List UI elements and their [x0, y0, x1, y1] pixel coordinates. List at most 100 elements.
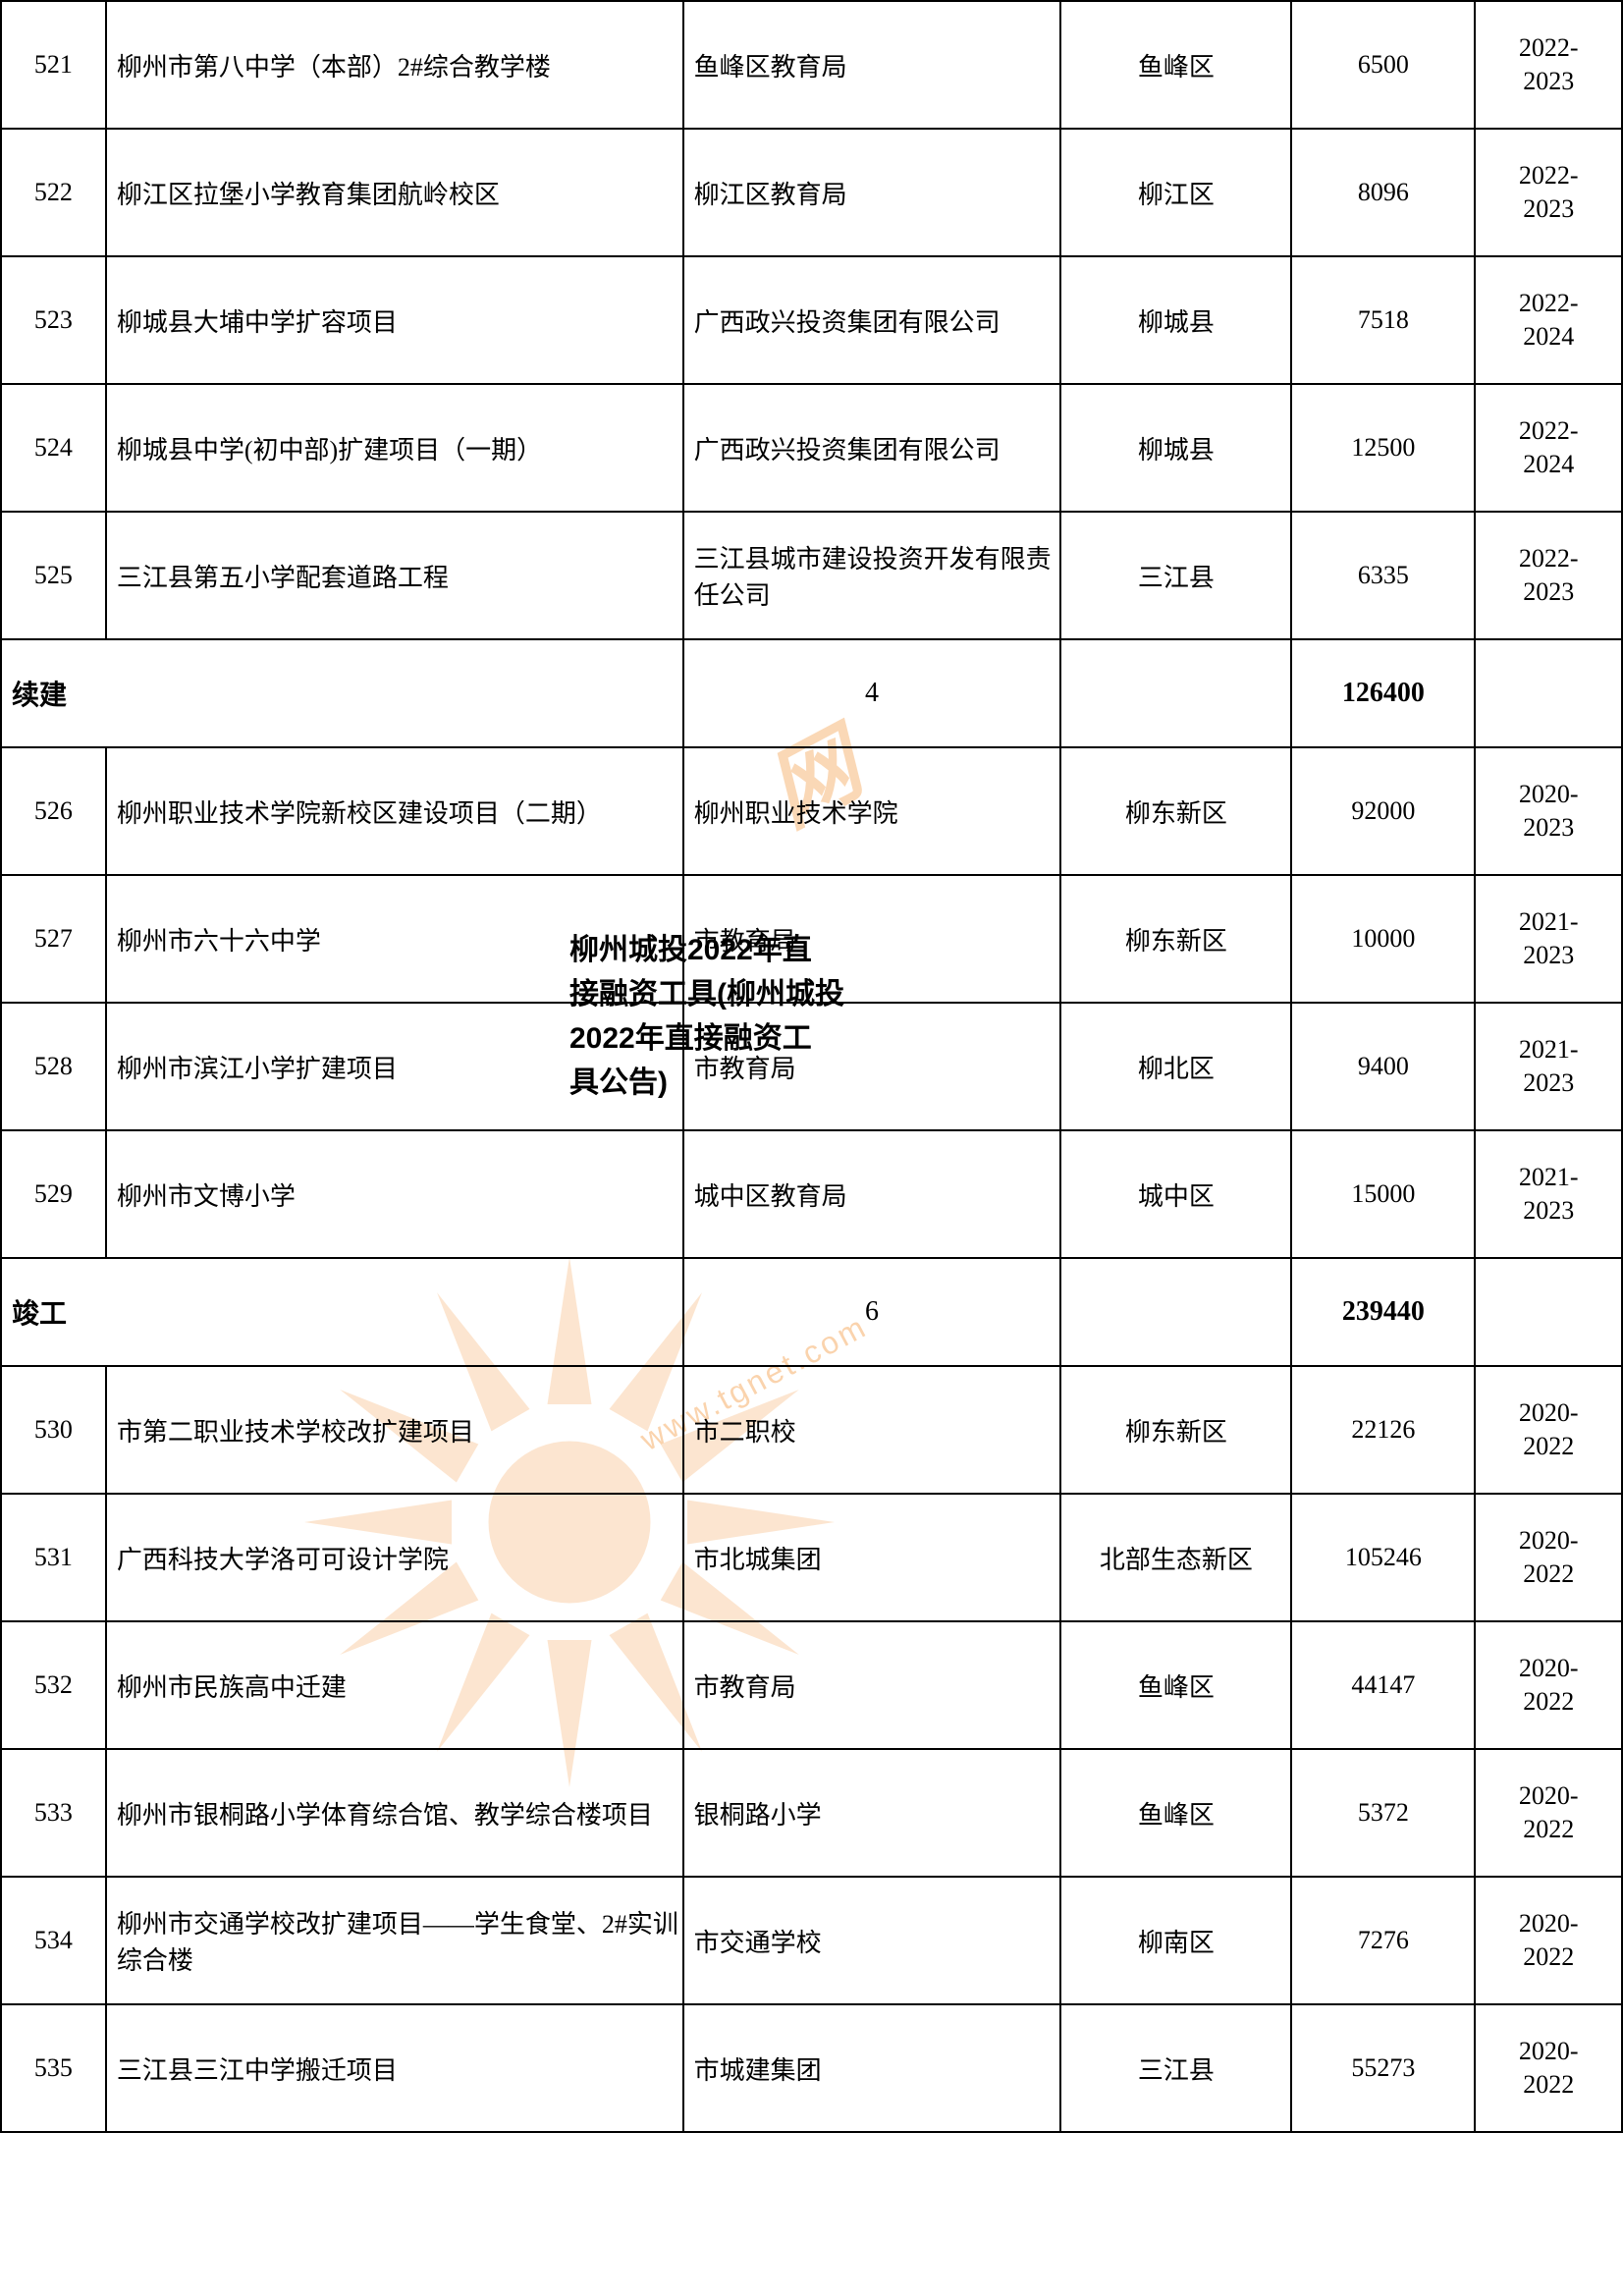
- table-row: 525 三江县第五小学配套道路工程 三江县城市建设投资开发有限责任公司 三江县 …: [1, 512, 1622, 639]
- cell-name: 柳江区拉堡小学教育集团航岭校区: [106, 129, 683, 256]
- cell-name: 柳州市第八中学（本部）2#综合教学楼: [106, 1, 683, 129]
- cell-num: 522: [1, 129, 106, 256]
- cell-num: 521: [1, 1, 106, 129]
- cell-amount: 22126: [1291, 1366, 1475, 1494]
- cell-owner: 市交通学校: [683, 1877, 1061, 2004]
- cell-num: 525: [1, 512, 106, 639]
- cell-name: 柳州市银桐路小学体育综合馆、教学综合楼项目: [106, 1749, 683, 1877]
- summary-empty: [1475, 639, 1622, 747]
- table-row: 522 柳江区拉堡小学教育集团航岭校区 柳江区教育局 柳江区 8096 2022…: [1, 129, 1622, 256]
- cell-owner: 鱼峰区教育局: [683, 1, 1061, 129]
- cell-owner: 城中区教育局: [683, 1130, 1061, 1258]
- overlay-l1: 柳州城投2022年直: [569, 934, 812, 966]
- overlay-l2: 接融资工具(柳州城投: [569, 978, 844, 1011]
- cell-region: 三江县: [1060, 512, 1291, 639]
- cell-num: 534: [1, 1877, 106, 2004]
- cell-num: 523: [1, 256, 106, 384]
- cell-amount: 105246: [1291, 1494, 1475, 1621]
- cell-region: 北部生态新区: [1060, 1494, 1291, 1621]
- summary-empty: [1060, 639, 1291, 747]
- cell-num: 532: [1, 1621, 106, 1749]
- table-row: 竣工 6 239440: [1, 1258, 1622, 1366]
- cell-amount: 92000: [1291, 747, 1475, 875]
- cell-region: 柳东新区: [1060, 875, 1291, 1003]
- cell-period: 2020-2022: [1475, 1621, 1622, 1749]
- cell-period: 2021-2023: [1475, 1130, 1622, 1258]
- cell-period: 2022-2023: [1475, 129, 1622, 256]
- cell-region: 鱼峰区: [1060, 1621, 1291, 1749]
- cell-period: 2021-2023: [1475, 1003, 1622, 1130]
- summary-empty: [1060, 1258, 1291, 1366]
- cell-owner: 市二职校: [683, 1366, 1061, 1494]
- cell-period: 2022-2023: [1475, 1, 1622, 129]
- table-row: 535 三江县三江中学搬迁项目 市城建集团 三江县 55273 2020-202…: [1, 2004, 1622, 2132]
- cell-region: 城中区: [1060, 1130, 1291, 1258]
- cell-owner: 市教育局: [683, 1621, 1061, 1749]
- cell-num: 531: [1, 1494, 106, 1621]
- cell-region: 鱼峰区: [1060, 1, 1291, 129]
- cell-amount: 44147: [1291, 1621, 1475, 1749]
- summary-count: 6: [683, 1258, 1061, 1366]
- table-row: 531 广西科技大学洛可可设计学院 市北城集团 北部生态新区 105246 20…: [1, 1494, 1622, 1621]
- cell-region: 三江县: [1060, 2004, 1291, 2132]
- cell-num: 529: [1, 1130, 106, 1258]
- summary-amount: 239440: [1291, 1258, 1475, 1366]
- overlay-l4: 具公告): [569, 1066, 668, 1099]
- cell-amount: 15000: [1291, 1130, 1475, 1258]
- cell-period: 2020-2022: [1475, 2004, 1622, 2132]
- cell-owner: 广西政兴投资集团有限公司: [683, 384, 1061, 512]
- table-row: 521 柳州市第八中学（本部）2#综合教学楼 鱼峰区教育局 鱼峰区 6500 2…: [1, 1, 1622, 129]
- cell-owner: 市城建集团: [683, 2004, 1061, 2132]
- overlay-l3: 2022年直接融资工: [569, 1022, 812, 1055]
- table-row: 529 柳州市文博小学 城中区教育局 城中区 15000 2021-2023: [1, 1130, 1622, 1258]
- cell-num: 533: [1, 1749, 106, 1877]
- cell-amount: 10000: [1291, 875, 1475, 1003]
- cell-region: 柳东新区: [1060, 747, 1291, 875]
- cell-num: 528: [1, 1003, 106, 1130]
- cell-name: 市第二职业技术学校改扩建项目: [106, 1366, 683, 1494]
- cell-period: 2021-2023: [1475, 875, 1622, 1003]
- cell-amount: 12500: [1291, 384, 1475, 512]
- cell-name: 柳州市交通学校改扩建项目——学生食堂、2#实训综合楼: [106, 1877, 683, 2004]
- cell-name: 柳州职业技术学院新校区建设项目（二期）: [106, 747, 683, 875]
- cell-num: 530: [1, 1366, 106, 1494]
- cell-region: 鱼峰区: [1060, 1749, 1291, 1877]
- cell-period: 2022-2024: [1475, 256, 1622, 384]
- table-row: 533 柳州市银桐路小学体育综合馆、教学综合楼项目 银桐路小学 鱼峰区 5372…: [1, 1749, 1622, 1877]
- cell-name: 三江县第五小学配套道路工程: [106, 512, 683, 639]
- cell-amount: 7518: [1291, 256, 1475, 384]
- cell-owner: 市北城集团: [683, 1494, 1061, 1621]
- cell-amount: 55273: [1291, 2004, 1475, 2132]
- table-row: 534 柳州市交通学校改扩建项目——学生食堂、2#实训综合楼 市交通学校 柳南区…: [1, 1877, 1622, 2004]
- table-row: 523 柳城县大埔中学扩容项目 广西政兴投资集团有限公司 柳城县 7518 20…: [1, 256, 1622, 384]
- cell-name: 柳城县大埔中学扩容项目: [106, 256, 683, 384]
- cell-name: 三江县三江中学搬迁项目: [106, 2004, 683, 2132]
- summary-amount: 126400: [1291, 639, 1475, 747]
- cell-amount: 6500: [1291, 1, 1475, 129]
- cell-num: 524: [1, 384, 106, 512]
- cell-num: 526: [1, 747, 106, 875]
- cell-period: 2020-2022: [1475, 1366, 1622, 1494]
- table-row: 530 市第二职业技术学校改扩建项目 市二职校 柳东新区 22126 2020-…: [1, 1366, 1622, 1494]
- cell-amount: 9400: [1291, 1003, 1475, 1130]
- cell-owner: 柳江区教育局: [683, 129, 1061, 256]
- cell-period: 2020-2022: [1475, 1494, 1622, 1621]
- cell-period: 2020-2022: [1475, 1877, 1622, 2004]
- cell-amount: 6335: [1291, 512, 1475, 639]
- cell-owner: 三江县城市建设投资开发有限责任公司: [683, 512, 1061, 639]
- cell-name: 广西科技大学洛可可设计学院: [106, 1494, 683, 1621]
- cell-period: 2020-2023: [1475, 747, 1622, 875]
- cell-region: 柳江区: [1060, 129, 1291, 256]
- cell-name: 柳州市民族高中迁建: [106, 1621, 683, 1749]
- cell-period: 2022-2023: [1475, 512, 1622, 639]
- cell-period: 2020-2022: [1475, 1749, 1622, 1877]
- cell-owner: 柳州职业技术学院: [683, 747, 1061, 875]
- cell-num: 535: [1, 2004, 106, 2132]
- table-row: 532 柳州市民族高中迁建 市教育局 鱼峰区 44147 2020-2022: [1, 1621, 1622, 1749]
- cell-owner: 银桐路小学: [683, 1749, 1061, 1877]
- cell-amount: 7276: [1291, 1877, 1475, 2004]
- cell-num: 527: [1, 875, 106, 1003]
- cell-region: 柳东新区: [1060, 1366, 1291, 1494]
- cell-name: 柳城县中学(初中部)扩建项目（一期）: [106, 384, 683, 512]
- cell-region: 柳城县: [1060, 256, 1291, 384]
